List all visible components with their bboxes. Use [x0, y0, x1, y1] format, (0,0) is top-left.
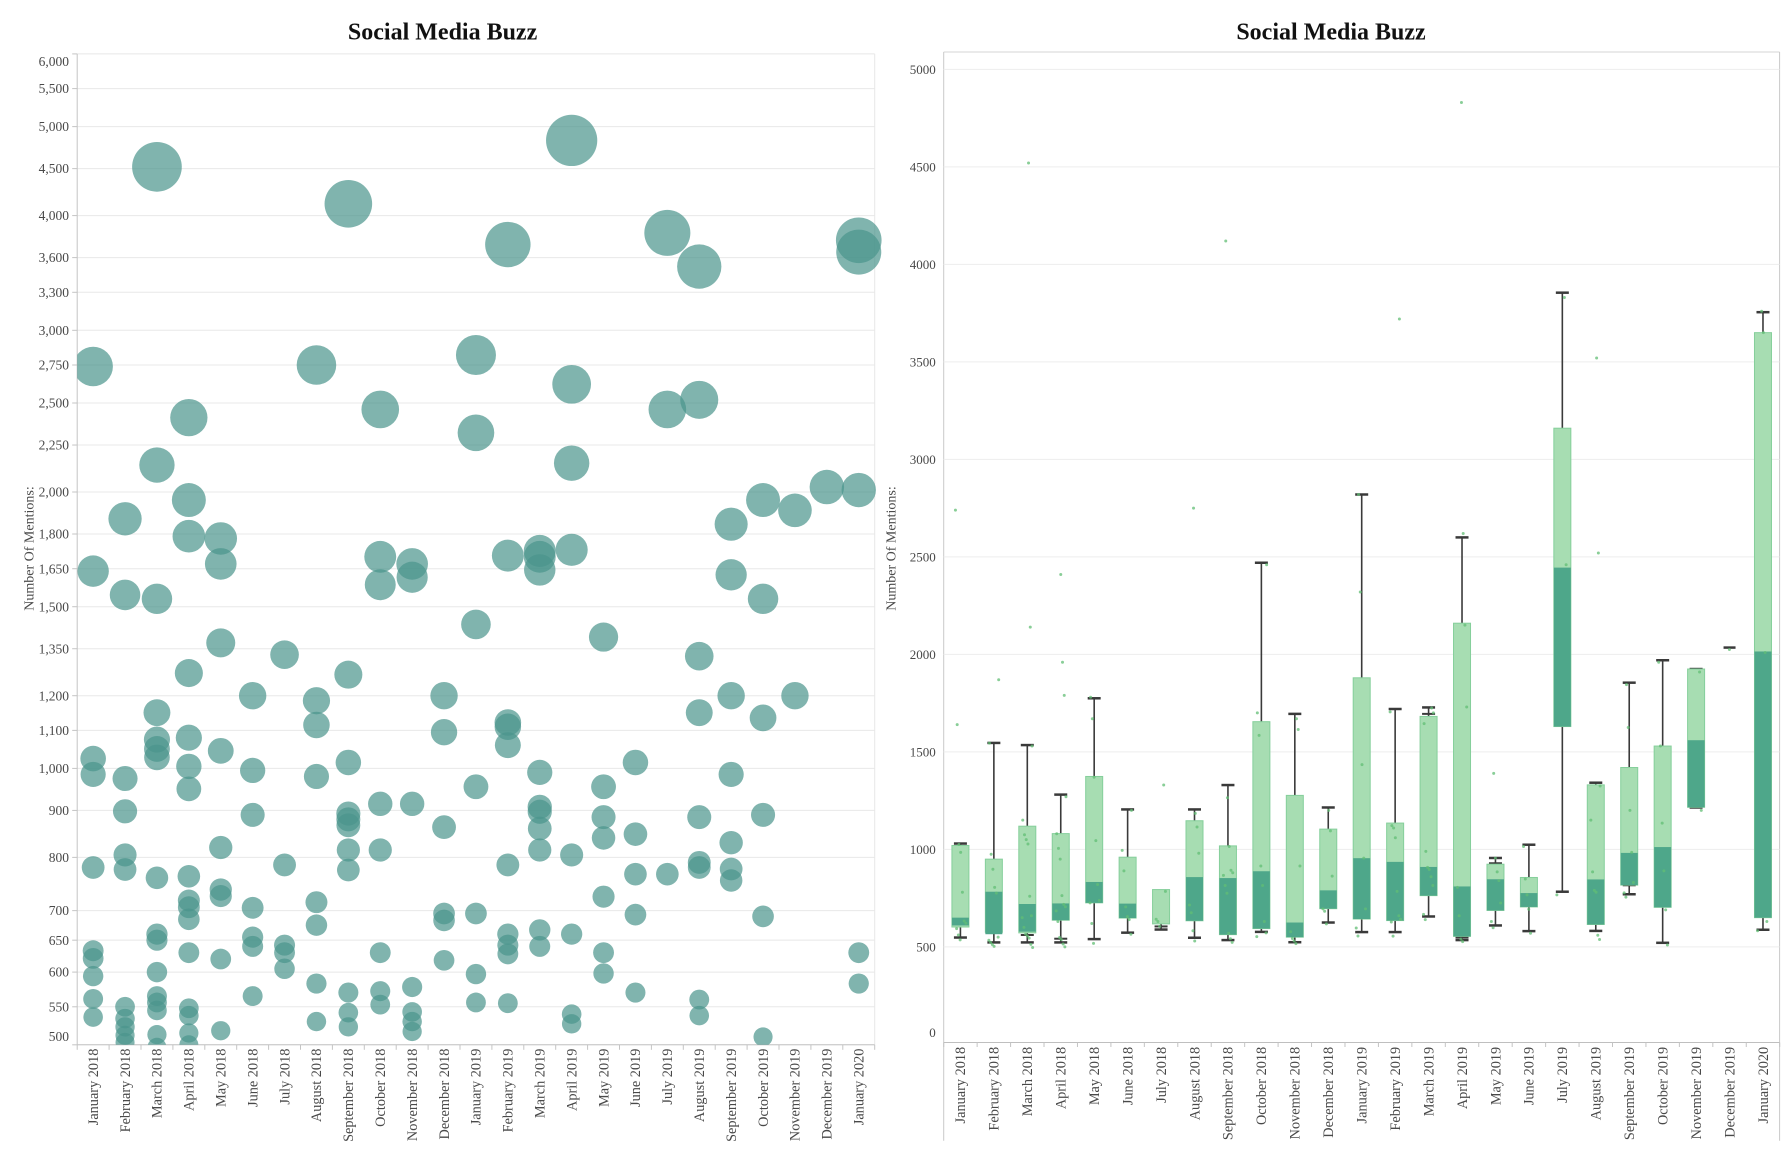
svg-text:June 2018: June 2018 [1120, 1047, 1136, 1105]
svg-text:4,500: 4,500 [39, 161, 70, 176]
svg-text:3,600: 3,600 [39, 250, 70, 265]
svg-text:5,500: 5,500 [39, 81, 70, 96]
svg-text:2,750: 2,750 [39, 358, 70, 373]
svg-text:June 2018: June 2018 [245, 1049, 261, 1107]
svg-text:November 2018: November 2018 [405, 1049, 421, 1142]
svg-text:February 2018: February 2018 [118, 1049, 134, 1133]
svg-text:September 2018: September 2018 [341, 1049, 357, 1142]
svg-text:2,250: 2,250 [39, 438, 70, 453]
svg-text:January 2020: January 2020 [1756, 1047, 1772, 1124]
svg-text:March 2019: March 2019 [1421, 1047, 1437, 1116]
svg-text:650: 650 [49, 933, 70, 948]
svg-text:Social Media Buzz: Social Media Buzz [1236, 19, 1426, 45]
svg-text:September 2019: September 2019 [1622, 1047, 1638, 1140]
svg-text:December 2018: December 2018 [1321, 1047, 1337, 1138]
svg-text:900: 900 [49, 803, 70, 818]
svg-text:June 2019: June 2019 [1522, 1047, 1538, 1105]
svg-text:0: 0 [929, 1025, 936, 1040]
svg-text:April 2018: April 2018 [182, 1049, 198, 1111]
svg-text:2000: 2000 [910, 647, 936, 662]
svg-text:October 2018: October 2018 [1254, 1047, 1270, 1125]
svg-text:February 2019: February 2019 [501, 1049, 517, 1133]
svg-text:May 2019: May 2019 [1488, 1047, 1504, 1105]
svg-text:550: 550 [49, 999, 70, 1014]
svg-text:March 2018: March 2018 [150, 1049, 166, 1118]
svg-text:1,500: 1,500 [39, 599, 70, 614]
svg-text:May 2019: May 2019 [596, 1049, 612, 1107]
svg-text:April 2019: April 2019 [1455, 1047, 1471, 1109]
svg-text:January 2020: January 2020 [852, 1049, 868, 1126]
svg-text:3500: 3500 [910, 355, 936, 370]
svg-text:November 2019: November 2019 [788, 1049, 804, 1142]
svg-text:3,000: 3,000 [39, 323, 70, 338]
svg-text:January 2018: January 2018 [953, 1047, 969, 1124]
svg-text:February 2019: February 2019 [1388, 1047, 1404, 1131]
svg-text:2,000: 2,000 [39, 485, 70, 500]
svg-text:May 2018: May 2018 [214, 1049, 230, 1107]
svg-text:Number Of Mentions:: Number Of Mentions: [23, 486, 38, 610]
svg-text:July 2019: July 2019 [1555, 1047, 1571, 1103]
svg-text:1,650: 1,650 [39, 561, 70, 576]
svg-text:January 2019: January 2019 [469, 1049, 485, 1126]
svg-text:2500: 2500 [910, 550, 936, 565]
svg-text:October 2018: October 2018 [373, 1049, 389, 1127]
svg-text:October 2019: October 2019 [756, 1049, 772, 1127]
svg-text:Number Of Mentions:: Number Of Mentions: [885, 486, 900, 610]
svg-text:July 2019: July 2019 [660, 1049, 676, 1105]
svg-text:February 2018: February 2018 [987, 1047, 1003, 1131]
svg-text:6,000: 6,000 [39, 54, 70, 69]
svg-text:1,800: 1,800 [39, 527, 70, 542]
svg-text:August 2019: August 2019 [1589, 1047, 1605, 1120]
svg-text:1,200: 1,200 [39, 688, 70, 703]
svg-text:November 2018: November 2018 [1288, 1047, 1304, 1140]
svg-text:December 2019: December 2019 [1722, 1047, 1738, 1138]
svg-text:1,000: 1,000 [39, 761, 70, 776]
svg-text:4,000: 4,000 [39, 208, 70, 223]
svg-text:600: 600 [49, 965, 70, 980]
svg-text:September 2018: September 2018 [1221, 1047, 1237, 1140]
svg-text:5000: 5000 [910, 62, 936, 77]
svg-text:March 2018: March 2018 [1020, 1047, 1036, 1116]
svg-text:January 2018: January 2018 [86, 1049, 102, 1126]
svg-text:700: 700 [49, 903, 70, 918]
svg-text:October 2019: October 2019 [1655, 1047, 1671, 1125]
svg-text:November 2019: November 2019 [1689, 1047, 1705, 1140]
svg-text:1,100: 1,100 [39, 723, 70, 738]
svg-text:1000: 1000 [910, 842, 936, 857]
svg-text:3000: 3000 [910, 452, 936, 467]
svg-text:March 2019: March 2019 [533, 1049, 549, 1118]
svg-text:December 2018: December 2018 [437, 1049, 453, 1140]
svg-text:April 2019: April 2019 [564, 1049, 580, 1111]
svg-text:August 2018: August 2018 [1187, 1047, 1203, 1120]
svg-text:September 2019: September 2019 [724, 1049, 740, 1142]
svg-text:2,500: 2,500 [39, 396, 70, 411]
svg-text:800: 800 [49, 850, 70, 865]
svg-text:August 2018: August 2018 [309, 1049, 325, 1122]
svg-text:3,300: 3,300 [39, 285, 70, 300]
svg-text:May 2018: May 2018 [1087, 1047, 1103, 1105]
svg-text:December 2019: December 2019 [820, 1049, 836, 1140]
svg-text:1,350: 1,350 [39, 641, 70, 656]
svg-text:1500: 1500 [910, 745, 936, 760]
svg-text:4000: 4000 [910, 257, 936, 272]
svg-text:4500: 4500 [910, 160, 936, 175]
svg-text:July 2018: July 2018 [277, 1049, 293, 1105]
svg-text:June 2019: June 2019 [628, 1049, 644, 1107]
svg-text:July 2018: July 2018 [1154, 1047, 1170, 1103]
svg-text:August 2019: August 2019 [692, 1049, 708, 1122]
svg-text:Social Media Buzz: Social Media Buzz [348, 19, 538, 45]
svg-text:April 2018: April 2018 [1054, 1047, 1070, 1109]
svg-text:January 2019: January 2019 [1355, 1047, 1371, 1124]
svg-text:500: 500 [916, 940, 936, 955]
svg-text:500: 500 [49, 1029, 70, 1044]
svg-text:5,000: 5,000 [39, 119, 70, 134]
